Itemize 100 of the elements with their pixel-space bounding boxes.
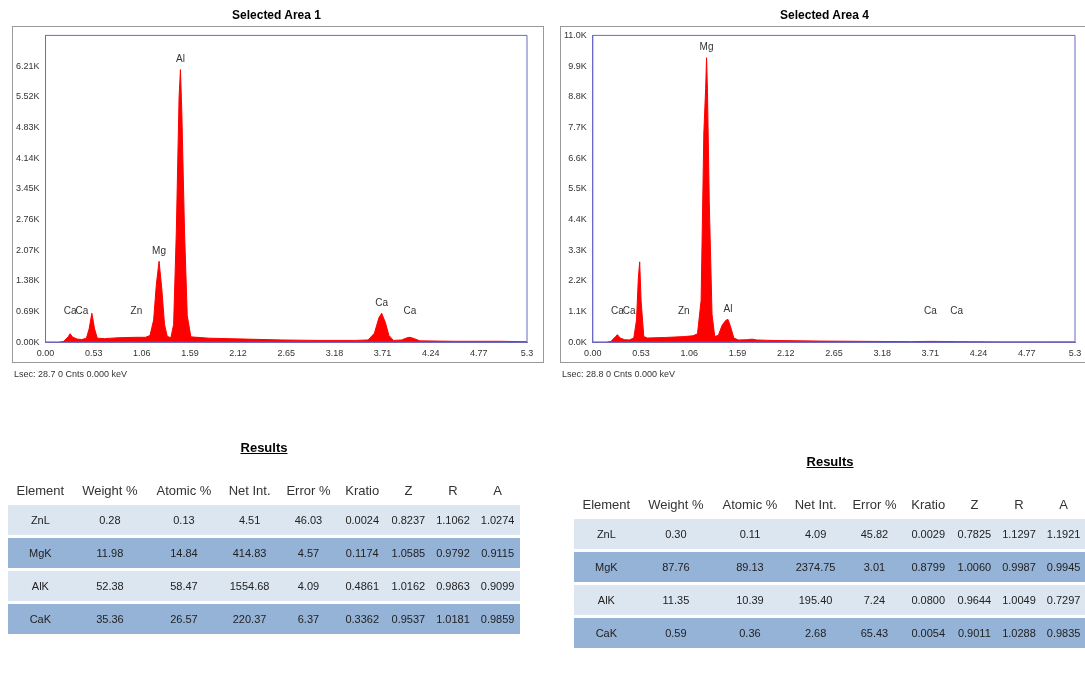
text: 89.13 <box>713 550 787 584</box>
text: Lsec: 28.8 0 Cnts 0.000 keV <box>562 369 677 379</box>
text: 65.43 <box>844 616 905 648</box>
text: 1.0049 <box>996 583 1042 617</box>
annotation: Ca <box>622 304 637 316</box>
text: 0.0029 <box>904 517 953 551</box>
annotation: Al <box>175 53 185 65</box>
text: 0.36 <box>713 616 787 648</box>
text: 0.59 <box>638 616 714 648</box>
y-tick-label: 2.07K <box>15 244 40 255</box>
text: 11.98 <box>72 536 148 570</box>
text: 11.35 <box>638 583 714 617</box>
y-tick-label: 5.5K <box>568 183 587 194</box>
text: 0.9644 <box>952 583 997 617</box>
category-label: R <box>1013 496 1025 514</box>
y-tick-label: 9.9K <box>568 60 587 71</box>
x-tick-label: 2.65 <box>277 348 296 359</box>
text: 0.9835 <box>1041 616 1085 648</box>
y-tick-label: 4.4K <box>568 213 587 224</box>
text: 0.30 <box>638 517 714 551</box>
annotation: Mg <box>152 245 167 257</box>
text: 1554.68 <box>220 569 279 603</box>
x-tick-label: 0.00 <box>584 348 602 359</box>
x-tick-label: 5.3 <box>1068 348 1082 359</box>
y-tick-label: 1.1K <box>568 306 587 316</box>
text: 1.1921 <box>1041 517 1085 551</box>
x-tick-label: 2.12 <box>776 348 795 359</box>
text: Results <box>805 454 855 469</box>
text: 0.7825 <box>952 517 997 551</box>
text: 0.9099 <box>475 569 520 603</box>
text: 0.28 <box>72 503 148 537</box>
text: 45.82 <box>844 517 905 551</box>
x-tick-label: 1.06 <box>133 348 151 359</box>
y-tick-label: 2.76K <box>15 213 40 224</box>
x-tick-label: 1.06 <box>680 348 699 359</box>
text: 0.8237 <box>386 503 431 537</box>
text: 26.57 <box>147 602 221 634</box>
text: 0.1174 <box>338 536 387 570</box>
annotation: Ca <box>950 304 964 316</box>
x-tick-label: 0.00 <box>36 348 55 359</box>
text: 0.9011 <box>952 616 997 648</box>
category-label: Atomic % <box>721 496 779 514</box>
category-label: Net Int. <box>227 482 272 500</box>
x-tick-label: 3.71 <box>373 348 392 359</box>
text: 4.57 <box>278 536 339 570</box>
x-tick-label: 3.18 <box>325 348 344 359</box>
text: 87.76 <box>638 550 714 584</box>
category-label: Element <box>15 482 66 500</box>
text: 6.37 <box>278 602 339 634</box>
category-label: Kratio <box>910 496 947 514</box>
category-label: Net Int. <box>793 496 838 514</box>
x-tick-label: 0.53 <box>632 348 650 359</box>
y-tick-label: 0.69K <box>15 306 40 316</box>
text: AlK <box>8 569 73 603</box>
category-label: Kratio <box>344 482 381 500</box>
y-tick-label: 11.0K <box>563 29 587 40</box>
text: 0.9859 <box>475 602 520 634</box>
category-label: A <box>1058 496 1069 514</box>
x-tick-label: 3.18 <box>873 348 891 359</box>
text: ZnL <box>8 503 73 537</box>
annotation: Al <box>723 303 733 315</box>
category-label: Z <box>969 496 980 514</box>
text: 0.0024 <box>338 503 387 537</box>
y-tick-label: 4.83K <box>15 121 40 132</box>
text: 58.47 <box>147 569 221 603</box>
y-tick-label: 5.52K <box>15 91 40 102</box>
category-label: Error % <box>851 496 898 514</box>
text: 0.9863 <box>430 569 476 603</box>
category-label: Weight % <box>81 482 139 500</box>
y-tick-label: 7.7K <box>568 121 587 132</box>
text: 0.9115 <box>475 536 520 570</box>
annotation: Ca <box>375 297 389 309</box>
x-tick-label: 4.24 <box>969 348 988 359</box>
text: 0.9945 <box>1041 550 1085 584</box>
text: CaK <box>574 616 639 648</box>
text: 4.51 <box>220 503 279 537</box>
x-tick-label: 1.59 <box>728 348 747 359</box>
category-label: R <box>447 482 459 500</box>
text: 4.09 <box>278 569 339 603</box>
text: AlK <box>574 583 639 617</box>
text: 35.36 <box>72 602 148 634</box>
text: MgK <box>8 536 73 570</box>
annotation: Ca <box>611 304 625 316</box>
x-tick-label: 5.3 <box>520 348 534 359</box>
annotation: Zn <box>130 304 143 316</box>
y-tick-label: 0.00K <box>15 336 40 347</box>
annotation: Zn <box>677 304 690 316</box>
text: ZnL <box>574 517 639 551</box>
y-tick-label: 6.21K <box>15 60 40 71</box>
text: 0.8799 <box>904 550 953 584</box>
text: 0.0054 <box>904 616 953 648</box>
x-tick-label: 2.12 <box>229 348 247 359</box>
text: 7.24 <box>844 583 905 617</box>
annotation: Ca <box>403 304 417 316</box>
x-tick-label: 3.71 <box>921 348 940 359</box>
x-tick-label: 4.77 <box>1018 348 1036 359</box>
text: 3.01 <box>844 550 905 584</box>
y-tick-label: 3.3K <box>568 244 587 255</box>
text: 1.1062 <box>430 503 476 537</box>
category-label: Atomic % <box>155 482 213 500</box>
